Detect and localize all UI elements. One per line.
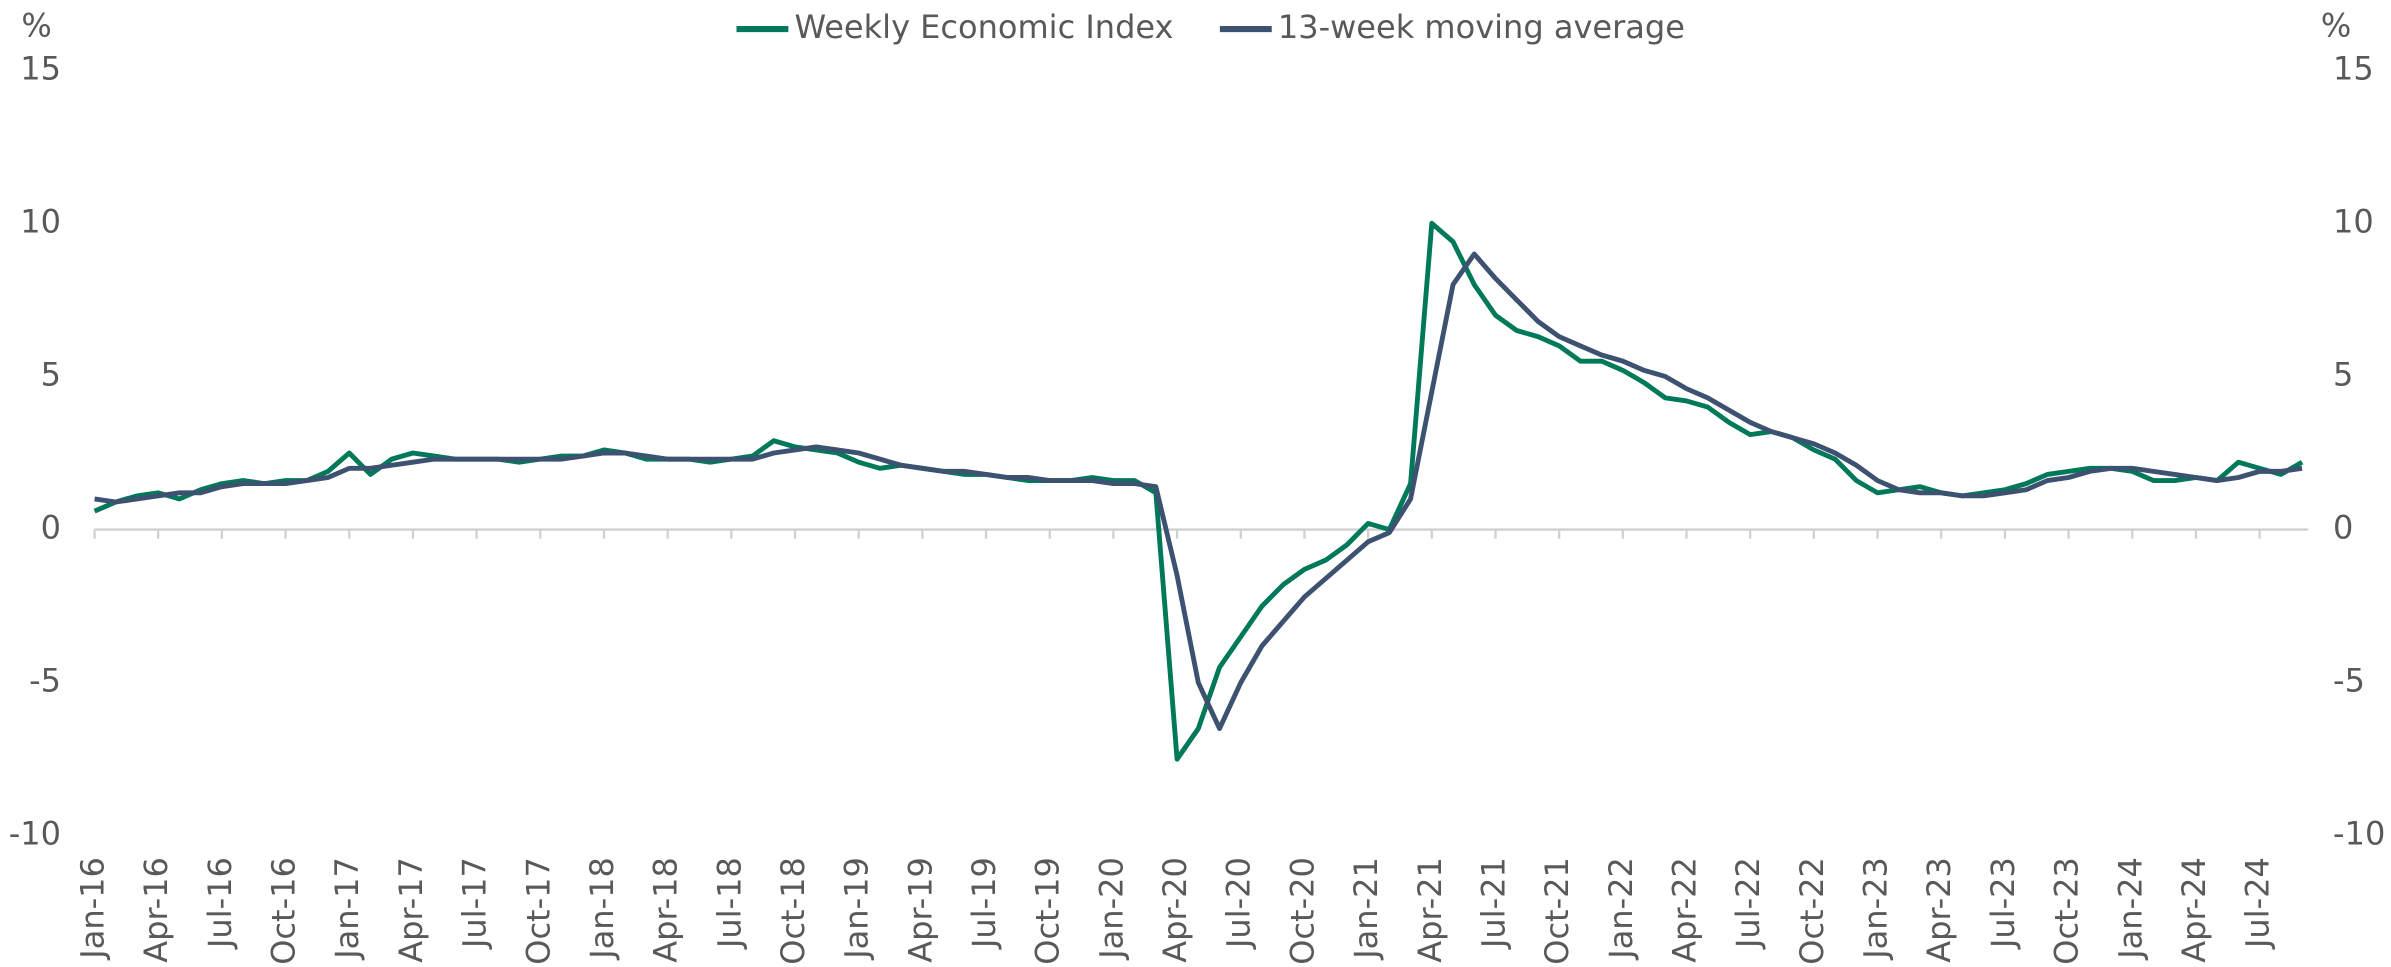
- y2-tick-label: 10: [2333, 202, 2374, 240]
- x-tick-label: Oct-22: [1793, 857, 1831, 965]
- legend-label: Weekly Economic Index: [794, 8, 1173, 46]
- x-tick-label: Jul-17: [456, 857, 494, 950]
- y-tick-label: 5: [41, 355, 61, 393]
- x-tick-label: Apr-19: [901, 857, 939, 963]
- x-tick-label: Oct-19: [1029, 857, 1067, 965]
- y2-tick-label: 0: [2333, 509, 2353, 547]
- y-tick-label: 0: [41, 509, 61, 547]
- legend-label: 13-week moving average: [1278, 8, 1685, 46]
- x-tick-label: Jan-23: [1857, 857, 1895, 961]
- x-tick-label: Jan-22: [1602, 857, 1640, 961]
- y2-tick-label: -10: [2333, 815, 2385, 853]
- y2-tick-label: 5: [2333, 355, 2353, 393]
- y-tick-label: 10: [20, 202, 61, 240]
- x-tick-label: Jul-19: [965, 857, 1003, 950]
- x-tick-label: Jan-18: [583, 857, 621, 961]
- x-tick-label: Apr-23: [1920, 857, 1958, 963]
- x-tick-label: Jan-24: [2111, 857, 2149, 961]
- x-tick-label: Oct-18: [774, 857, 812, 965]
- y-axis-label: %: [21, 7, 51, 45]
- x-tick-label: Jan-17: [328, 857, 366, 961]
- y-tick-label: -5: [29, 662, 61, 700]
- x-tick-label: Jan-19: [838, 857, 876, 961]
- x-tick-label: Jul-16: [201, 857, 239, 950]
- x-tick-label: Jul-24: [2239, 857, 2277, 950]
- x-tick-label: Jul-22: [1729, 857, 1767, 950]
- x-tick-label: Apr-24: [2175, 857, 2213, 963]
- y2-tick-label: -5: [2333, 662, 2365, 700]
- x-tick-label: Jan-20: [1092, 857, 1130, 961]
- x-tick-label: Jul-21: [1474, 857, 1512, 950]
- x-tick-label: Apr-20: [1156, 857, 1194, 963]
- y2-tick-label: 15: [2333, 49, 2374, 87]
- x-tick-label: Oct-23: [2048, 857, 2086, 965]
- x-tick-label: Oct-20: [1283, 857, 1321, 965]
- x-tick-label: Apr-21: [1411, 857, 1449, 963]
- x-tick-label: Oct-16: [265, 857, 303, 965]
- x-tick-label: Jul-23: [1984, 857, 2022, 950]
- x-tick-label: Jul-20: [1220, 857, 1258, 950]
- x-tick-label: Jan-21: [1347, 857, 1385, 961]
- x-tick-label: Jul-18: [710, 857, 748, 950]
- y-tick-label: -10: [9, 815, 61, 853]
- x-tick-label: Apr-18: [647, 857, 685, 963]
- x-tick-label: Oct-17: [519, 857, 557, 965]
- x-tick-label: Apr-17: [392, 857, 430, 963]
- y-tick-label: 15: [20, 49, 61, 87]
- y2-axis-label: %: [2321, 7, 2351, 45]
- x-tick-label: Oct-21: [1538, 857, 1576, 965]
- series-line: [94, 251, 2303, 732]
- x-tick-label: Apr-16: [137, 857, 175, 963]
- x-tick-label: Jan-16: [74, 857, 112, 961]
- x-tick-label: Apr-22: [1666, 857, 1704, 963]
